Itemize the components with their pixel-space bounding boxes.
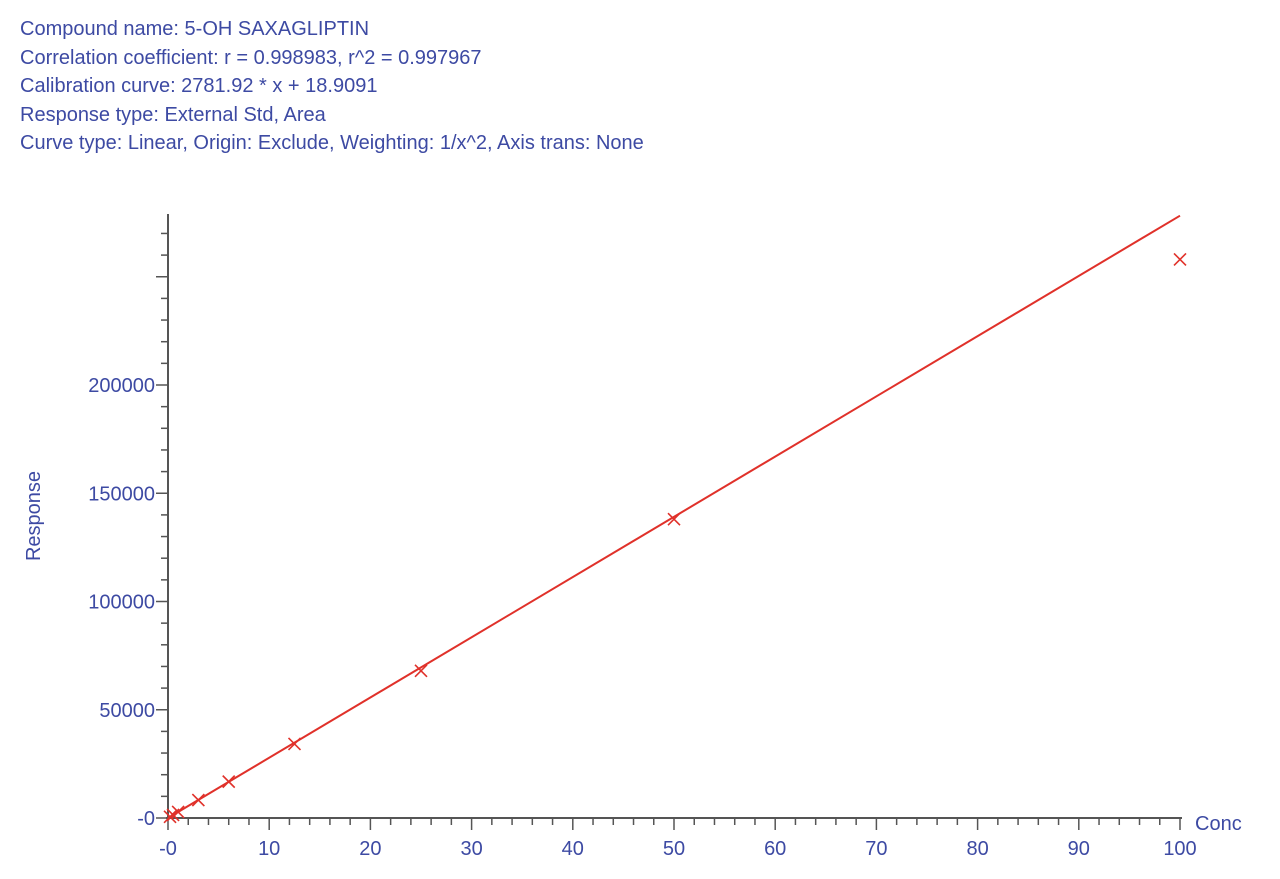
x-tick-label: -0 bbox=[159, 838, 177, 860]
x-tick-label: 60 bbox=[764, 838, 786, 860]
data-point-stroke bbox=[414, 664, 428, 678]
fit-line bbox=[167, 214, 1181, 819]
y-tick-label: -0 bbox=[137, 808, 155, 830]
x-tick-label: 20 bbox=[359, 838, 381, 860]
compound-name: Compound name: 5-OH SAXAGLIPTIN bbox=[20, 18, 370, 40]
x-tick-label: 100 bbox=[1163, 838, 1196, 860]
y-tick-label: 150000 bbox=[88, 483, 155, 505]
x-tick-label: 90 bbox=[1068, 838, 1090, 860]
data-point bbox=[163, 810, 177, 824]
response-type: Response type: External Std, Area bbox=[20, 103, 326, 126]
data-points bbox=[163, 252, 1187, 824]
y-tick-label: 100000 bbox=[88, 592, 155, 614]
correlation-coefficient: Correlation coefficient: r = 0.998983, r… bbox=[20, 46, 482, 69]
y-tick-label: 200000 bbox=[88, 375, 155, 397]
data-point bbox=[171, 805, 185, 819]
axis-labels: -0 10 20 30 40 50 60 70 80 90 100 -0 50000 100000 1500… bbox=[23, 375, 1242, 860]
calibration-info: Compound name: 5-OH SAXAGLIPTIN Correlat… bbox=[20, 15, 644, 158]
x-tick-label: 80 bbox=[966, 838, 988, 860]
x-tick-label: 30 bbox=[460, 838, 482, 860]
data-point-stroke bbox=[667, 512, 681, 526]
data-point-stroke bbox=[222, 775, 236, 789]
data-point bbox=[667, 512, 681, 526]
curve-type: Curve type: Linear, Origin: Exclude, Wei… bbox=[20, 132, 644, 154]
data-point bbox=[1173, 252, 1187, 266]
data-point-stroke bbox=[163, 810, 177, 824]
data-point bbox=[222, 775, 236, 789]
data-point-stroke bbox=[191, 793, 205, 807]
data-point bbox=[414, 664, 428, 678]
x-tick-label: 10 bbox=[258, 838, 280, 860]
x-tick-label: 50 bbox=[663, 838, 685, 860]
data-point bbox=[191, 793, 205, 807]
data-point-stroke bbox=[1173, 252, 1187, 266]
y-axis-title: Response bbox=[23, 471, 45, 561]
x-tick-label: 40 bbox=[562, 838, 584, 860]
data-point-stroke bbox=[287, 737, 302, 751]
x-tick-label: 70 bbox=[865, 838, 887, 860]
x-axis-title: Conc bbox=[1195, 813, 1242, 835]
axes bbox=[156, 214, 1182, 830]
data-point bbox=[287, 737, 302, 751]
fit-line-group bbox=[167, 214, 1181, 819]
y-tick-label: 50000 bbox=[99, 700, 155, 722]
calibration-curve-equation: Calibration curve: 2781.92 * x + 18.9091 bbox=[20, 75, 378, 97]
data-point-stroke bbox=[171, 805, 185, 819]
